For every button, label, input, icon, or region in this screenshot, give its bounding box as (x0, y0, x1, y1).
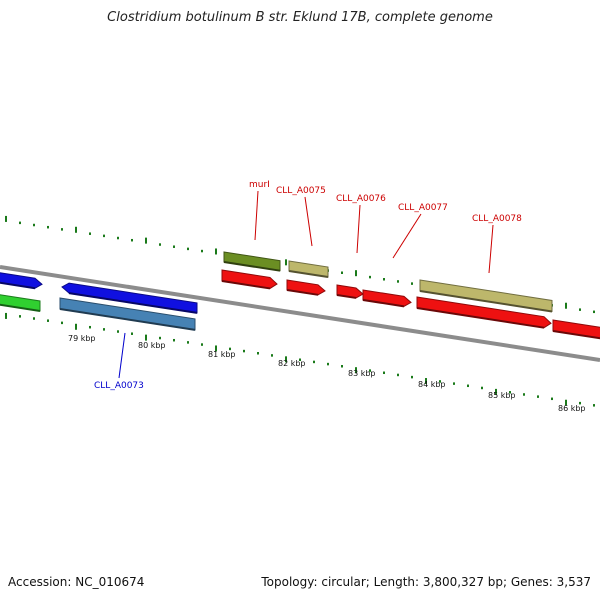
leader-line (356, 204, 361, 254)
gene-shadow (416, 307, 545, 329)
scale-label: 80 kbp (138, 341, 166, 350)
gene-shadow (286, 289, 319, 296)
accession-text: Accession: NC_010674 (8, 575, 145, 589)
topology-text: Topology: circular; Length: 3,800,327 bp… (261, 575, 591, 589)
scale-label: 83 kbp (348, 369, 376, 378)
scale-label: 81 kbp (208, 350, 236, 359)
lower-tick-row (5, 312, 595, 407)
gene-feature[interactable] (419, 279, 553, 313)
gene-feature[interactable] (362, 289, 412, 308)
leader-line (118, 332, 126, 379)
leader-line (254, 190, 259, 241)
genome-title: Clostridium botulinum B str. Eklund 17B,… (107, 10, 493, 25)
scale-label: 86 kbp (558, 404, 586, 413)
backbone-line (0, 265, 600, 362)
gene-feature[interactable] (416, 296, 552, 329)
leader-line (304, 196, 313, 247)
gene-feature[interactable] (552, 319, 600, 340)
gene-shadow (362, 299, 405, 308)
gene-shape[interactable] (223, 251, 281, 272)
gene-feature[interactable] (223, 251, 281, 272)
gene-shadow (221, 280, 271, 290)
gene-feature[interactable] (0, 272, 43, 290)
gene-feature[interactable] (221, 269, 278, 290)
gene-label-group[interactable]: CLL_A0076 (336, 194, 386, 254)
gene-shadow (59, 308, 196, 331)
gene-shape[interactable] (221, 269, 278, 289)
gene-label[interactable]: CLL_A0078 (472, 214, 522, 224)
scale-label: 85 kbp (488, 391, 516, 400)
scale-labels: 79 kbp 80 kbp 81 kbp 82 kbp 83 kbp 84 kbp 85 k… (68, 334, 586, 413)
gene-feature[interactable] (288, 260, 329, 279)
gene-shape[interactable] (336, 284, 364, 299)
gene-shadow (68, 292, 198, 314)
gene-shape[interactable] (416, 296, 552, 329)
gene-shadow (552, 330, 600, 340)
gene-label-group[interactable]: CLL_A0075 (276, 186, 326, 247)
gene-label[interactable]: CLL_A0073 (94, 381, 144, 391)
leader-line (488, 224, 494, 274)
gene-label-group[interactable]: murI (249, 180, 270, 241)
gene-shadow (336, 294, 357, 299)
gene-shape[interactable] (552, 319, 600, 339)
gene-label[interactable]: CLL_A0077 (398, 203, 448, 213)
genome-backbone (0, 265, 600, 362)
gene-feature[interactable] (286, 279, 326, 296)
gene-shadow (223, 261, 281, 272)
gene-shadow (419, 290, 553, 313)
gene-feature[interactable] (336, 284, 364, 299)
gene-features[interactable] (0, 251, 600, 340)
gene-feature[interactable] (59, 297, 196, 331)
gene-label[interactable]: murI (249, 180, 270, 190)
gene-label[interactable]: CLL_A0076 (336, 194, 386, 204)
gene-feature[interactable] (0, 294, 41, 312)
gene-labels[interactable]: CLL_A0073 murI CLL_A0075 CLL_A0076 CLL_A0077… (94, 180, 522, 391)
gene-feature[interactable] (61, 282, 198, 314)
gene-label-group[interactable]: CLL_A0078 (472, 214, 522, 274)
scale-label: 79 kbp (68, 334, 96, 343)
gene-label-group[interactable]: CLL_A0077 (392, 203, 448, 259)
gene-shape[interactable] (362, 289, 412, 307)
gene-label-group[interactable]: CLL_A0073 (94, 332, 144, 391)
gene-shadow (0, 281, 36, 290)
gene-shadow (288, 270, 329, 279)
leader-line (392, 213, 422, 259)
gene-shadow (0, 303, 41, 312)
gene-label[interactable]: CLL_A0075 (276, 186, 326, 196)
scale-label: 82 kbp (278, 359, 306, 368)
scale-label: 84 kbp (418, 380, 446, 389)
